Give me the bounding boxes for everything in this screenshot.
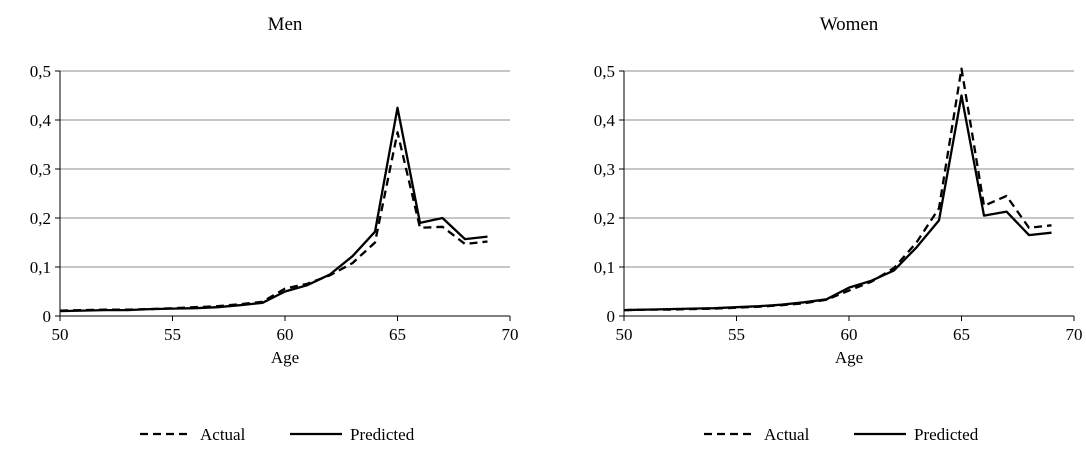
series-line-predicted — [623, 94, 1052, 312]
x-tick-label: 60 — [277, 325, 294, 344]
x-tick-label: 55 — [728, 325, 745, 344]
x-axis-label: Age — [271, 348, 299, 367]
x-tick-label: 70 — [502, 325, 519, 344]
x-tick-label: 55 — [164, 325, 181, 344]
series-line-actual — [623, 67, 1052, 312]
x-tick-label: 60 — [841, 325, 858, 344]
legend-label-predicted: Predicted — [914, 425, 979, 444]
y-tick-label: 0,4 — [594, 111, 616, 130]
legend-label-actual: Actual — [200, 425, 246, 444]
y-tick-label: 0,5 — [594, 62, 615, 81]
x-tick-label: 65 — [389, 325, 406, 344]
x-tick-label: 70 — [1066, 325, 1083, 344]
legend-label-actual: Actual — [764, 425, 810, 444]
y-tick-label: 0 — [43, 307, 52, 326]
chart-women: Women 0 0,1 0,2 0,3 0,4 0,5 50 55 60 65 70 Age Actual… — [594, 14, 1083, 444]
chart-men: Men 0 0,1 0,2 0,3 0,4 0,5 50 55 60 65 70 Age Actual Pr… — [30, 14, 519, 444]
y-tick-label: 0,2 — [30, 209, 51, 228]
y-tick-label: 0,5 — [30, 62, 51, 81]
legend-label-predicted: Predicted — [350, 425, 415, 444]
y-tick-label: 0,4 — [30, 111, 52, 130]
x-tick-label: 50 — [52, 325, 69, 344]
chart-title: Men — [268, 14, 303, 35]
y-tick-label: 0 — [607, 307, 616, 326]
y-tick-label: 0,3 — [30, 160, 51, 179]
y-tick-label: 0,1 — [594, 258, 615, 277]
x-axis-label: Age — [835, 348, 863, 367]
y-tick-label: 0,1 — [30, 258, 51, 277]
chart-title: Women — [820, 14, 879, 35]
y-tick-label: 0,2 — [594, 209, 615, 228]
y-tick-label: 0,3 — [594, 160, 615, 179]
x-tick-label: 65 — [953, 325, 970, 344]
x-tick-label: 50 — [616, 325, 633, 344]
series-line-predicted — [59, 106, 488, 313]
